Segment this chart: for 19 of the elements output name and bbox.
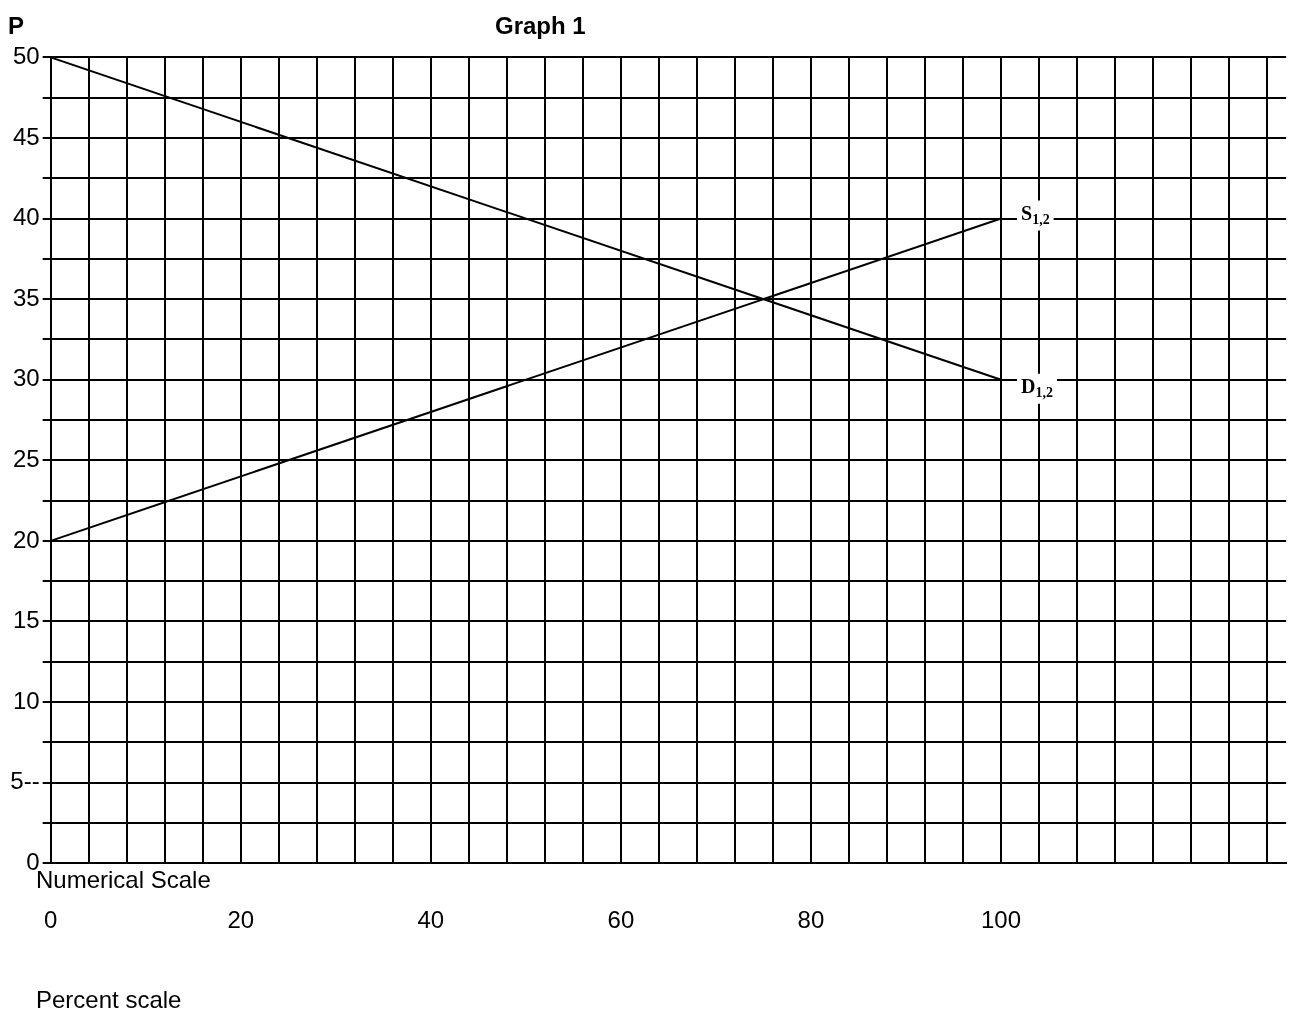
x-tick-label: 20 — [227, 906, 255, 934]
x-tick-label: 0 — [43, 906, 58, 934]
y-tick-label: 10 — [12, 686, 40, 714]
x-tick-label: 60 — [607, 906, 635, 934]
x-tick-label: 40 — [417, 906, 445, 934]
y-tick-label: 30 — [12, 364, 40, 392]
y-tick-label: 35 — [12, 283, 40, 311]
y-tick-label: 25 — [12, 444, 40, 472]
y-tick-label: 40 — [12, 203, 40, 231]
y-tick-label: 50 — [12, 42, 40, 70]
y-tick-label: 15 — [12, 606, 40, 634]
y-tick-label: 45 — [12, 122, 40, 150]
y-tick-label: 20 — [12, 525, 40, 553]
x-tick-label: 100 — [980, 906, 1022, 934]
chart-title: Graph 1 — [495, 12, 586, 40]
y-axis-title: P — [8, 12, 25, 40]
x-tick-label: 80 — [797, 906, 825, 934]
text: Percent scale — [36, 986, 182, 1014]
y-tick-label: 5-- — [10, 767, 40, 795]
